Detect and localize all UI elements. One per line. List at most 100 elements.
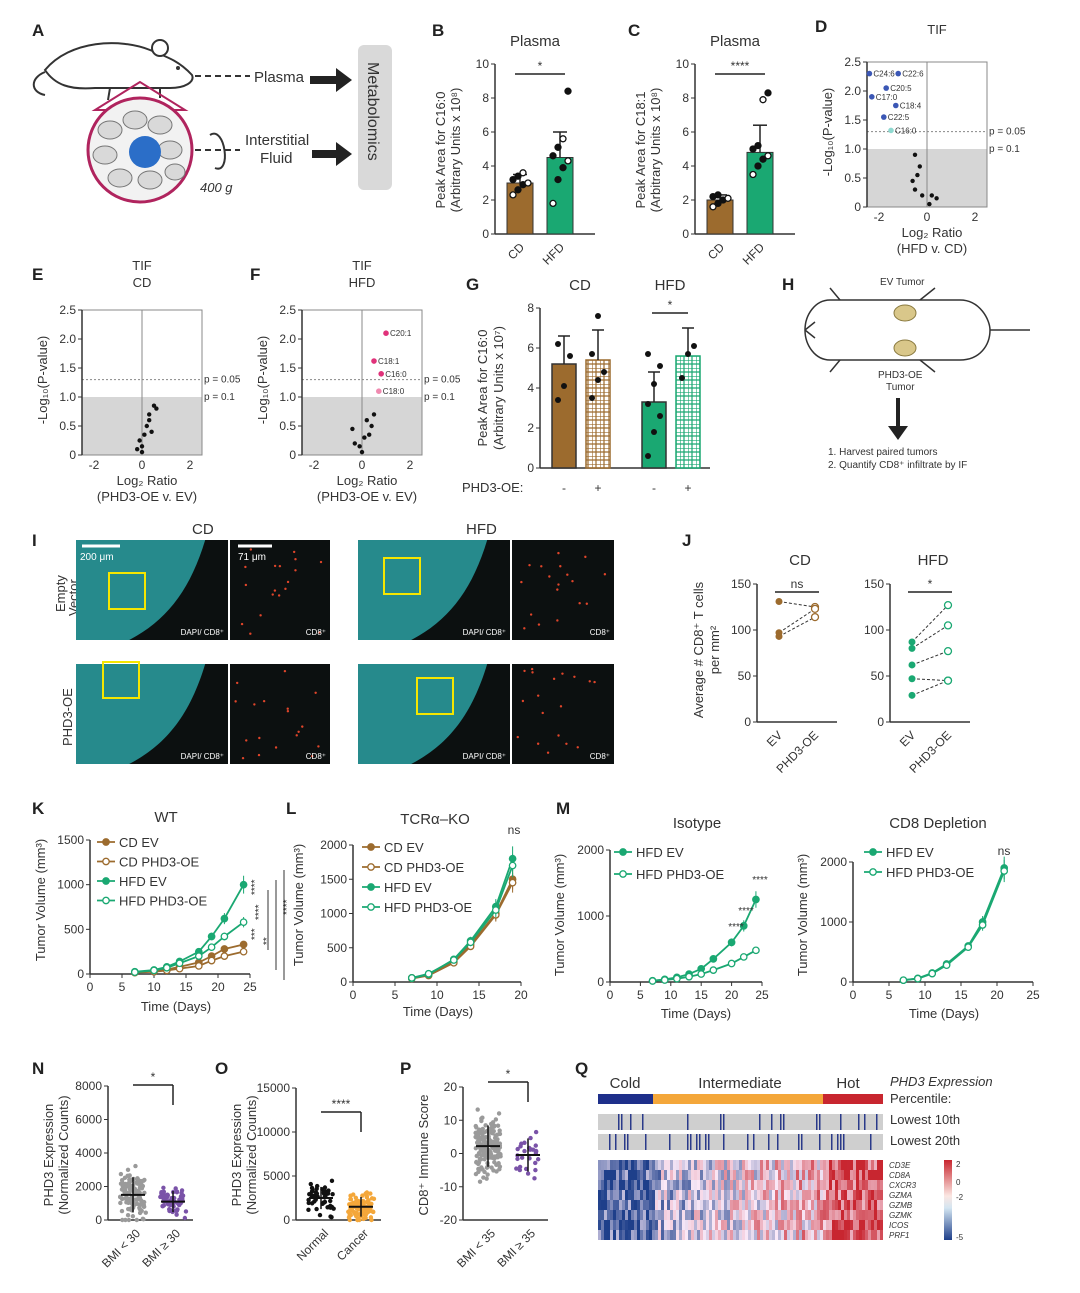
data-point	[259, 614, 262, 617]
heatmap-cell	[856, 1210, 859, 1220]
chart-title: Isotype	[673, 815, 721, 832]
heatmap-cell	[670, 1180, 673, 1190]
heatmap-cell	[613, 1190, 616, 1200]
heatmap-cell	[823, 1190, 826, 1200]
centrifuge-arrow-icon	[209, 132, 226, 170]
dapi-label: DAPI/ CD8⁺	[463, 752, 506, 761]
scale-bar-label-1: 200 μm	[80, 552, 114, 563]
percentile-tick	[780, 1114, 782, 1130]
data-point	[271, 593, 274, 596]
data-point	[555, 341, 561, 347]
data-point	[328, 1198, 333, 1204]
heatmap-cell	[772, 1230, 775, 1240]
scale-bar-label-2: 71 μm	[238, 552, 266, 563]
y-tick-label: 50	[738, 669, 752, 683]
heatmap-cell	[817, 1230, 820, 1240]
heatmap-cell	[784, 1160, 787, 1170]
heatmap-cell	[730, 1210, 733, 1220]
data-point	[306, 1207, 311, 1213]
x-tick-label: 5	[392, 988, 399, 1002]
x-category-label: HFD	[740, 240, 768, 268]
heatmap-cell	[748, 1190, 751, 1200]
heatmap-cell	[694, 1210, 697, 1220]
heatmap-cell	[778, 1190, 781, 1200]
heatmap-cell	[655, 1230, 658, 1240]
heatmap-cell	[601, 1230, 604, 1240]
percentile-tick	[621, 1114, 623, 1130]
data-point	[515, 1146, 520, 1152]
data-point	[383, 330, 389, 337]
heatmap-cell	[760, 1170, 763, 1180]
gene-label: PRF1	[889, 1231, 909, 1240]
heatmap-cell	[619, 1210, 622, 1220]
percentile-tick	[819, 1114, 821, 1130]
heatmap-cell	[715, 1190, 718, 1200]
heatmap-cell	[610, 1200, 613, 1210]
heatmap-cell	[814, 1200, 817, 1210]
y-tick-label: 0	[77, 967, 84, 981]
heatmap-cell	[622, 1190, 625, 1200]
heatmap-cell	[667, 1190, 670, 1200]
heatmap-cell	[781, 1190, 784, 1200]
heatmap-cell	[766, 1190, 769, 1200]
heatmap-cell	[760, 1190, 763, 1200]
heatmap-cell	[799, 1190, 802, 1200]
heatmap-cell	[736, 1230, 739, 1240]
panel-d: D TIF p = 0.05 p = 0.1 0 0.5 1.0 1.5 2.0 2.5 -2 0 2 -…	[815, 17, 1026, 256]
heatmap-cell	[637, 1220, 640, 1230]
data-point	[764, 152, 772, 160]
data-point	[475, 1107, 480, 1112]
heatmap-cell	[826, 1190, 829, 1200]
heatmap-cell	[670, 1170, 673, 1180]
heatmap-cell	[640, 1160, 643, 1170]
heatmap-cell	[646, 1200, 649, 1210]
heatmap-cells	[598, 1160, 883, 1240]
x-tick-label: 15	[472, 988, 486, 1002]
heatmap-cell	[829, 1220, 832, 1230]
heatmap-cell	[637, 1160, 640, 1170]
heatmap-cell	[853, 1180, 856, 1190]
heatmap-cell	[820, 1180, 823, 1190]
data-point	[528, 1147, 533, 1152]
heatmap-cell	[871, 1170, 874, 1180]
heatmap-cell	[703, 1200, 706, 1210]
percentile-tick	[627, 1134, 629, 1150]
heatmap-cell	[802, 1220, 805, 1230]
panel-e: E TIF CD p = 0.05 p = 0.1 0 0.5 1.0 1.5 2.0 2.5 -2 0…	[32, 258, 241, 504]
heatmap-cell	[847, 1190, 850, 1200]
data-point	[369, 1217, 374, 1223]
heatmap-cell	[838, 1170, 841, 1180]
data-point	[517, 1164, 523, 1170]
y-tick-label: 1.5	[59, 361, 76, 375]
heatmap-cell	[805, 1170, 808, 1180]
zoom-box	[383, 557, 421, 595]
chart-title: TCRα–KO	[400, 811, 470, 828]
heatmap-cell	[763, 1220, 766, 1230]
heatmap-cell	[610, 1190, 613, 1200]
data-point	[752, 946, 760, 955]
heatmap-cell	[751, 1170, 754, 1180]
heatmap-cell	[607, 1160, 610, 1170]
data-point	[709, 966, 718, 974]
data-point	[301, 725, 304, 728]
panel-h: H EV Tumor PHD3-OE Tumor 1. Harvest pair…	[782, 275, 1030, 471]
heatmap-cell	[604, 1170, 607, 1180]
heatmap-cell	[661, 1200, 664, 1210]
heatmap-cell	[796, 1200, 799, 1210]
heatmap-cell	[640, 1230, 643, 1240]
data-point	[810, 604, 820, 613]
data-point	[239, 880, 248, 889]
heatmap-cell	[631, 1180, 634, 1190]
heatmap-cell	[661, 1210, 664, 1220]
heatmap-cell	[673, 1170, 676, 1180]
legend-marker	[619, 870, 627, 878]
heatmap-cell	[673, 1190, 676, 1200]
heatmap-cell	[643, 1230, 646, 1240]
data-point	[519, 1141, 524, 1146]
data-point	[567, 353, 573, 359]
heatmap-cell	[619, 1160, 622, 1170]
panel-k: K WT 0 500 1000 1500 0 5 10 15 20 25 Tumor Volume (m…	[32, 799, 293, 1014]
x-axis-label: Time (Days)	[661, 1006, 731, 1021]
heatmap-cell	[730, 1230, 733, 1240]
heatmap-cell	[757, 1210, 760, 1220]
